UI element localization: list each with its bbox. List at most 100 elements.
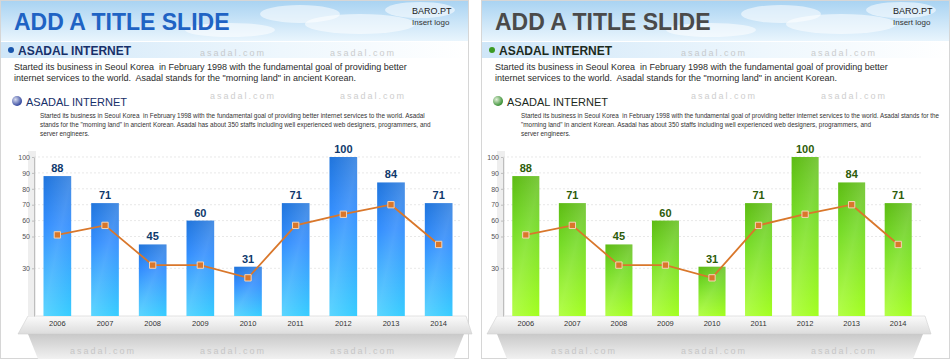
bar-sheen <box>559 203 586 316</box>
y-tick: 60 <box>22 217 34 224</box>
heading: ASADAL INTERNET <box>18 44 132 58</box>
bar-sheen <box>377 182 405 316</box>
data-label: 88 <box>520 162 532 174</box>
x-tick-label: 2010 <box>704 319 721 328</box>
x-tick: 2009 <box>657 319 674 328</box>
data-label: 60 <box>659 207 671 219</box>
x-tick-label: 2007 <box>564 319 581 328</box>
x-tick: 2010 <box>704 319 721 328</box>
data-label: 71 <box>752 189 764 201</box>
bar <box>885 203 912 316</box>
watermark: asadal.com <box>200 48 266 58</box>
bar <box>559 203 586 316</box>
slide-background <box>482 1 950 359</box>
bar <box>605 244 632 316</box>
y-tick-mark <box>501 189 503 190</box>
marker <box>340 211 346 217</box>
bar-sheen <box>44 176 72 316</box>
marker <box>54 232 60 238</box>
x-tick-label: 2007 <box>97 319 114 328</box>
x-tick: 2008 <box>144 319 161 328</box>
plot-area <box>512 157 911 316</box>
slide-title: ADD A TITLE SLIDE <box>495 9 711 35</box>
y-tick: 100 <box>487 154 503 161</box>
watermark: asadal.com <box>811 346 877 356</box>
y-tick-label: 60 <box>22 217 30 224</box>
x-tick: 2013 <box>383 319 400 328</box>
bar-sheen <box>425 203 453 316</box>
y-tick: 70 <box>22 201 34 208</box>
marker <box>245 275 251 281</box>
header-sky <box>482 1 949 41</box>
y-tick-mark <box>32 237 34 238</box>
body-line: server engineers. <box>40 130 90 138</box>
y-tick-label: 90 <box>491 170 499 177</box>
x-tick-label: 2013 <box>843 319 860 328</box>
subheading-icon <box>12 96 22 106</box>
y-tick-label: 80 <box>491 186 499 193</box>
data-label: 31 <box>242 253 254 265</box>
x-tick-label: 2013 <box>383 319 400 328</box>
plot-area <box>44 157 453 316</box>
y-tick-label: 80 <box>22 186 30 193</box>
data-label: 71 <box>433 189 445 201</box>
grid-line <box>503 172 921 173</box>
y-tick-label: 60 <box>491 217 499 224</box>
x-tick: 2014 <box>430 319 447 328</box>
cloud <box>866 2 936 18</box>
y-tick: 50 <box>491 233 503 240</box>
watermark: asadal.com <box>70 346 136 356</box>
y-tick-mark <box>32 189 34 190</box>
y-tick: 30 <box>491 265 503 272</box>
y-tick-label: 70 <box>22 201 30 208</box>
data-label: 71 <box>566 189 578 201</box>
x-axis: 200620072008200920102011201220132014 <box>517 319 906 328</box>
data-label: 71 <box>290 189 302 201</box>
y-tick-label: 30 <box>491 265 499 272</box>
data-label: 84 <box>385 168 398 180</box>
y-tick-mark <box>501 205 503 206</box>
y-tick-mark <box>32 173 34 174</box>
data-label: 88 <box>51 162 63 174</box>
y-tick-mark <box>501 221 503 222</box>
data-label: 71 <box>892 189 904 201</box>
logo-note: Insert logo <box>412 18 450 27</box>
y-tick-label: 50 <box>22 233 30 240</box>
watermark: asadal.com <box>210 91 276 101</box>
marker <box>150 262 156 268</box>
grid-line <box>503 157 921 158</box>
x-tick: 2008 <box>611 319 628 328</box>
x-tick: 2013 <box>843 319 860 328</box>
bar <box>377 182 405 316</box>
x-tick-label: 2011 <box>750 319 766 328</box>
bar <box>792 157 819 316</box>
marker <box>895 241 901 247</box>
bar-sheen <box>91 203 119 316</box>
data-label: 100 <box>796 143 814 155</box>
y-tick-mark <box>501 268 503 269</box>
body-line: Started its business in Seoul Korea in F… <box>40 112 425 120</box>
y-tick: 90 <box>22 170 34 177</box>
marker <box>197 262 203 268</box>
y-tick: 30 <box>22 265 34 272</box>
x-tick: 2007 <box>564 319 581 328</box>
y-tick-label: 30 <box>22 265 30 272</box>
x-tick-label: 2009 <box>192 319 209 328</box>
line <box>57 205 438 278</box>
y-tick: 80 <box>491 186 503 193</box>
watermark: asadal.com <box>330 48 396 58</box>
bar-sheen <box>330 157 358 316</box>
x-tick: 2014 <box>890 319 907 328</box>
logo-text: BARO.PT <box>893 6 933 16</box>
y-tick-label: 90 <box>22 170 30 177</box>
bar-sheen <box>745 203 772 316</box>
y-tick: 50 <box>22 233 34 240</box>
bar-sheen <box>792 157 819 316</box>
bar-sheen <box>512 176 539 316</box>
watermark: asadal.com <box>681 346 747 356</box>
data-labels: 8871456031711008471 <box>520 143 905 265</box>
cloud <box>305 14 415 34</box>
slide: ADD A TITLE SLIDEBARO.PTInsert logoASADA… <box>1 1 473 359</box>
x-tick: 2011 <box>288 319 304 328</box>
subheading: ASADAL INTERNET <box>507 96 608 108</box>
